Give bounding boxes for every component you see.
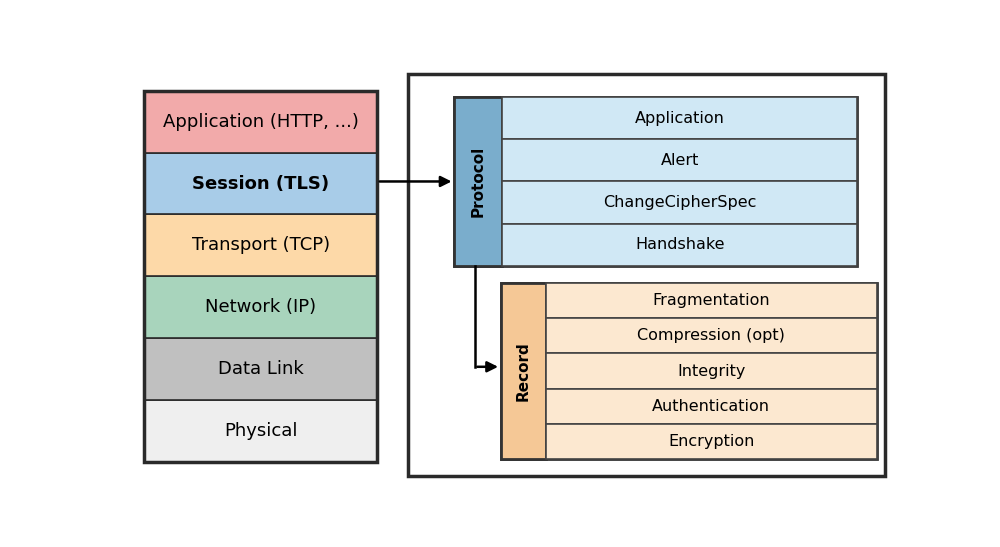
Bar [454, 97, 502, 266]
Text: Compression (opt): Compression (opt) [637, 328, 785, 343]
Bar [144, 91, 377, 153]
Text: Authentication: Authentication [652, 399, 770, 414]
Text: ChangeCipherSpec: ChangeCipherSpec [603, 195, 757, 210]
Bar [144, 276, 377, 338]
Text: Record: Record [516, 341, 531, 401]
Bar [502, 97, 857, 139]
Bar [144, 91, 377, 462]
Bar [501, 283, 877, 459]
Text: Integrity: Integrity [677, 364, 745, 379]
Text: Protocol: Protocol [471, 146, 486, 217]
Text: Application (HTTP, ...): Application (HTTP, ...) [163, 113, 359, 131]
Bar [144, 338, 377, 400]
Text: Encryption: Encryption [668, 434, 754, 449]
Bar [408, 74, 885, 476]
Text: Alert: Alert [661, 153, 699, 168]
Bar [502, 182, 857, 224]
Text: Application: Application [635, 111, 725, 126]
Bar [546, 389, 877, 424]
Bar [546, 283, 877, 318]
Text: Data Link: Data Link [218, 360, 304, 378]
Bar [144, 153, 377, 214]
Text: Session (TLS): Session (TLS) [192, 174, 329, 193]
Bar [546, 353, 877, 389]
Bar [454, 97, 857, 266]
Bar [501, 283, 546, 459]
Bar [144, 214, 377, 276]
Bar [546, 318, 877, 353]
Text: Handshake: Handshake [635, 237, 725, 252]
Text: Fragmentation: Fragmentation [652, 293, 770, 308]
Bar [546, 424, 877, 459]
Text: Transport (TCP): Transport (TCP) [192, 236, 330, 254]
Text: Physical: Physical [224, 422, 297, 440]
Bar [502, 139, 857, 182]
Text: Network (IP): Network (IP) [205, 298, 316, 316]
Bar [144, 400, 377, 462]
Bar [502, 224, 857, 266]
